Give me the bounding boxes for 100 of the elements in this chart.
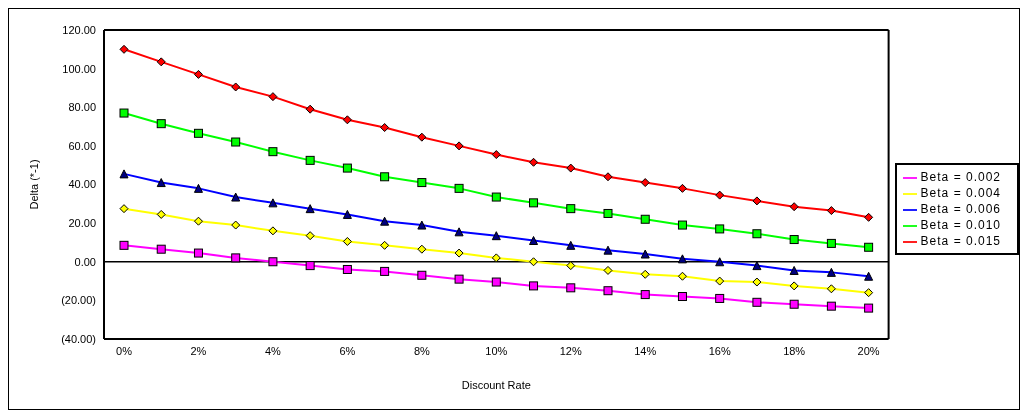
point — [193, 216, 203, 226]
x-tick-label: 8% — [413, 344, 431, 357]
point — [119, 204, 129, 214]
point — [864, 303, 874, 313]
y-tick-label: 40.00 — [68, 178, 96, 191]
point — [380, 240, 390, 250]
y-tick-label: 100.00 — [62, 62, 96, 75]
point — [677, 183, 687, 193]
y-tick-label: 60.00 — [68, 139, 96, 152]
point — [231, 220, 241, 230]
point — [342, 264, 352, 274]
point — [193, 128, 203, 138]
point — [268, 147, 278, 157]
y-tick-label: 80.00 — [68, 101, 96, 114]
point — [826, 238, 836, 248]
point — [789, 299, 799, 309]
x-tick-label: 10% — [485, 344, 508, 357]
point — [826, 301, 836, 311]
point — [529, 281, 539, 291]
legend-label: Beta = 0.010 — [920, 218, 1001, 232]
point — [156, 244, 166, 254]
y-tick-label: 0.00 — [74, 255, 96, 268]
point — [752, 229, 762, 239]
point — [566, 163, 576, 173]
x-tick-label: 20% — [857, 344, 880, 357]
point — [677, 292, 687, 302]
point — [417, 270, 427, 280]
point — [231, 82, 241, 92]
point — [529, 157, 539, 167]
point — [491, 150, 501, 160]
point — [305, 104, 315, 114]
point — [789, 281, 799, 291]
point — [193, 69, 203, 79]
point — [752, 297, 762, 307]
point — [566, 283, 576, 293]
point — [864, 242, 874, 252]
point — [529, 198, 539, 208]
point — [677, 220, 687, 230]
x-tick-label: 0% — [116, 344, 133, 357]
point — [826, 206, 836, 216]
x-tick-label: 14% — [634, 344, 657, 357]
point — [491, 253, 501, 263]
point — [640, 178, 650, 188]
x-tick-label: 2% — [190, 344, 207, 357]
point — [380, 172, 390, 182]
point — [342, 115, 352, 125]
point — [640, 290, 650, 300]
point — [193, 248, 203, 258]
point — [119, 108, 129, 118]
point — [826, 284, 836, 294]
y-tick-label: (20.00) — [61, 294, 96, 307]
point — [156, 119, 166, 129]
x-tick-label: 4% — [264, 344, 282, 357]
point — [156, 57, 166, 67]
point — [566, 261, 576, 271]
point — [603, 208, 613, 218]
point — [380, 266, 390, 276]
point — [268, 257, 278, 267]
point — [231, 137, 241, 147]
legend-label: Beta = 0.006 — [920, 202, 1001, 216]
point — [789, 202, 799, 212]
point — [566, 204, 576, 214]
point — [454, 183, 464, 193]
point — [119, 44, 129, 54]
point — [268, 226, 278, 236]
legend-label: Beta = 0.004 — [920, 186, 1001, 200]
y-tick-label: 120.00 — [62, 23, 96, 36]
point — [715, 224, 725, 234]
point — [268, 92, 278, 102]
x-tick-label: 12% — [559, 344, 582, 357]
point — [454, 248, 464, 258]
point — [119, 240, 129, 250]
legend-label: Beta = 0.015 — [920, 234, 1001, 248]
point — [156, 209, 166, 219]
x-axis-title: Discount Rate — [461, 379, 531, 391]
point — [491, 192, 501, 202]
point — [454, 141, 464, 151]
point — [603, 286, 613, 296]
point — [231, 253, 241, 263]
point — [715, 190, 725, 200]
point — [864, 212, 874, 222]
point — [417, 132, 427, 142]
x-tick-label: 16% — [708, 344, 731, 357]
point — [342, 163, 352, 173]
x-tick-label: 6% — [339, 344, 356, 357]
point — [715, 276, 725, 286]
point — [752, 196, 762, 206]
point — [491, 277, 501, 287]
x-tick-label: 18% — [783, 344, 806, 357]
point — [864, 288, 874, 298]
point — [417, 178, 427, 188]
y-tick-label: 20.00 — [68, 217, 96, 230]
point — [380, 123, 390, 133]
legend-label: Beta = 0.002 — [920, 170, 1001, 184]
y-axis-title: Delta (*-1) — [27, 159, 40, 210]
point — [342, 236, 352, 246]
point — [640, 214, 650, 224]
y-tick-label: (40.00) — [61, 332, 96, 345]
point — [529, 257, 539, 267]
point — [677, 271, 687, 281]
